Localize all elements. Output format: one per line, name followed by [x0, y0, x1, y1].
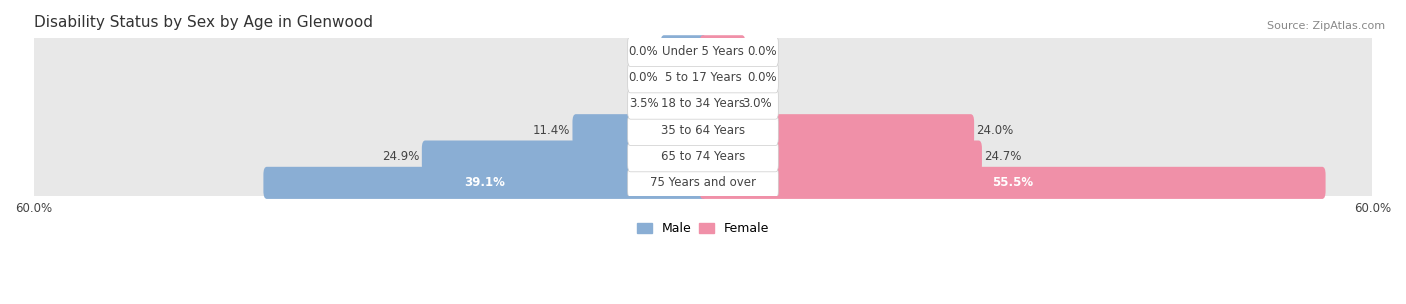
Text: Under 5 Years: Under 5 Years — [662, 45, 744, 58]
FancyBboxPatch shape — [661, 88, 706, 120]
Text: 3.5%: 3.5% — [628, 97, 658, 110]
FancyBboxPatch shape — [661, 61, 706, 94]
FancyBboxPatch shape — [32, 133, 1374, 180]
Text: 0.0%: 0.0% — [628, 71, 658, 84]
Text: 0.0%: 0.0% — [748, 45, 778, 58]
FancyBboxPatch shape — [422, 140, 706, 173]
Text: 5 to 17 Years: 5 to 17 Years — [665, 71, 741, 84]
FancyBboxPatch shape — [661, 35, 706, 67]
Text: 3.0%: 3.0% — [742, 97, 772, 110]
Text: Source: ZipAtlas.com: Source: ZipAtlas.com — [1267, 21, 1385, 31]
FancyBboxPatch shape — [700, 167, 1326, 199]
Text: Disability Status by Sex by Age in Glenwood: Disability Status by Sex by Age in Glenw… — [34, 15, 373, 30]
Legend: Male, Female: Male, Female — [631, 217, 775, 240]
Text: 39.1%: 39.1% — [464, 176, 505, 189]
FancyBboxPatch shape — [700, 88, 740, 120]
Text: 55.5%: 55.5% — [993, 176, 1033, 189]
Text: 65 to 74 Years: 65 to 74 Years — [661, 150, 745, 163]
FancyBboxPatch shape — [32, 28, 1374, 74]
FancyBboxPatch shape — [627, 115, 779, 146]
Text: 35 to 64 Years: 35 to 64 Years — [661, 124, 745, 137]
Text: 24.0%: 24.0% — [976, 124, 1014, 137]
FancyBboxPatch shape — [700, 35, 745, 67]
Text: 18 to 34 Years: 18 to 34 Years — [661, 97, 745, 110]
Text: 24.9%: 24.9% — [382, 150, 419, 163]
FancyBboxPatch shape — [32, 54, 1374, 101]
FancyBboxPatch shape — [700, 114, 974, 146]
FancyBboxPatch shape — [32, 107, 1374, 154]
Text: 24.7%: 24.7% — [984, 150, 1022, 163]
FancyBboxPatch shape — [700, 61, 745, 94]
FancyBboxPatch shape — [627, 62, 779, 93]
Text: 0.0%: 0.0% — [748, 71, 778, 84]
FancyBboxPatch shape — [32, 160, 1374, 206]
FancyBboxPatch shape — [32, 81, 1374, 127]
FancyBboxPatch shape — [627, 89, 779, 119]
Text: 11.4%: 11.4% — [533, 124, 571, 137]
FancyBboxPatch shape — [627, 141, 779, 172]
Text: 0.0%: 0.0% — [628, 45, 658, 58]
FancyBboxPatch shape — [627, 168, 779, 198]
FancyBboxPatch shape — [627, 36, 779, 67]
FancyBboxPatch shape — [263, 167, 706, 199]
Text: 75 Years and over: 75 Years and over — [650, 176, 756, 189]
FancyBboxPatch shape — [700, 140, 981, 173]
FancyBboxPatch shape — [572, 114, 706, 146]
